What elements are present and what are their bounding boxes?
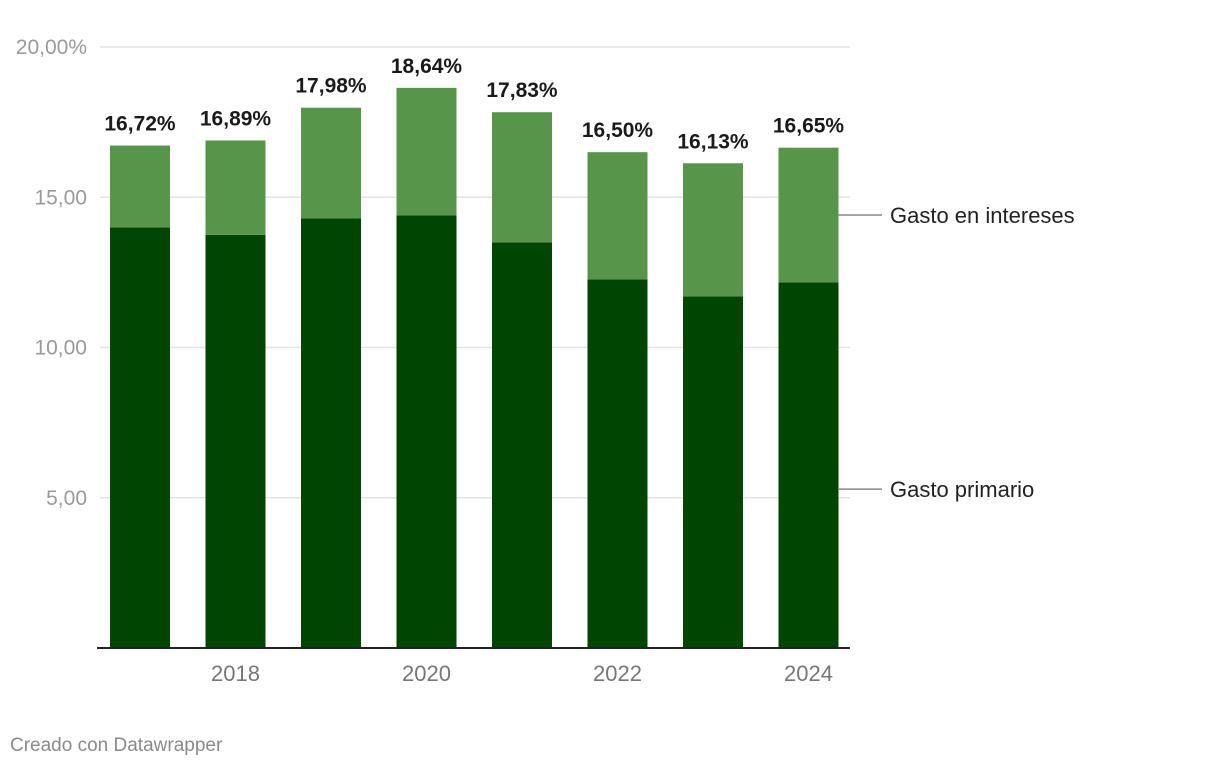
bar-segment <box>492 242 552 648</box>
bar-total-label: 17,83% <box>486 79 558 102</box>
bar-segment <box>205 234 266 648</box>
bar-segment <box>683 163 743 297</box>
bar-total-label: 17,98% <box>295 75 367 98</box>
bar-segment <box>396 215 457 648</box>
bar-segment <box>683 296 743 648</box>
x-tick-label: 2020 <box>402 661 451 686</box>
y-tick-label: 10,00 <box>34 337 87 360</box>
bar-segment <box>396 87 457 216</box>
footer-credit: Creado con Datawrapper <box>10 735 223 756</box>
x-tick-label: 2018 <box>211 661 260 686</box>
bar-segment <box>778 282 839 648</box>
bar-segment <box>301 218 361 648</box>
bar-total-label: 16,13% <box>677 130 749 153</box>
bars <box>110 87 839 649</box>
bar-total-label: 16,65% <box>773 115 845 138</box>
total-labels: 16,72% 16,89% 17,98% 18,64% 17,83% 16,50% 16,1… <box>104 55 844 153</box>
bar-segment <box>587 152 648 280</box>
bar-segment <box>778 147 839 283</box>
x-tick-labels: 2018 2020 2022 2024 <box>211 661 833 686</box>
bar-total-label: 16,72% <box>104 113 176 136</box>
legend-label: Gasto en intereses <box>890 203 1075 228</box>
x-tick-label: 2022 <box>593 661 642 686</box>
bar-segment <box>587 279 648 648</box>
y-tick-label: 15,00 <box>34 186 87 209</box>
bar-total-label: 18,64% <box>391 55 463 78</box>
bar-segment <box>110 227 170 649</box>
x-tick-label: 2024 <box>784 661 833 686</box>
y-tick-label: 5,00 <box>46 487 87 510</box>
bar-segment <box>110 145 170 228</box>
y-tick-label: 20,00% <box>16 36 87 59</box>
bar-segment <box>492 112 552 243</box>
bar-segment <box>301 107 361 219</box>
legend: Gasto primario Gasto en intereses <box>838 203 1075 502</box>
bar-total-label: 16,89% <box>200 107 272 130</box>
bar-segment <box>205 140 266 235</box>
bar-total-label: 16,50% <box>582 119 654 142</box>
legend-label: Gasto primario <box>890 477 1034 502</box>
